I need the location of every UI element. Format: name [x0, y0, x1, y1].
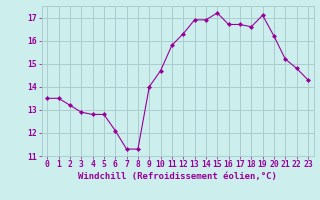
X-axis label: Windchill (Refroidissement éolien,°C): Windchill (Refroidissement éolien,°C) — [78, 172, 277, 181]
